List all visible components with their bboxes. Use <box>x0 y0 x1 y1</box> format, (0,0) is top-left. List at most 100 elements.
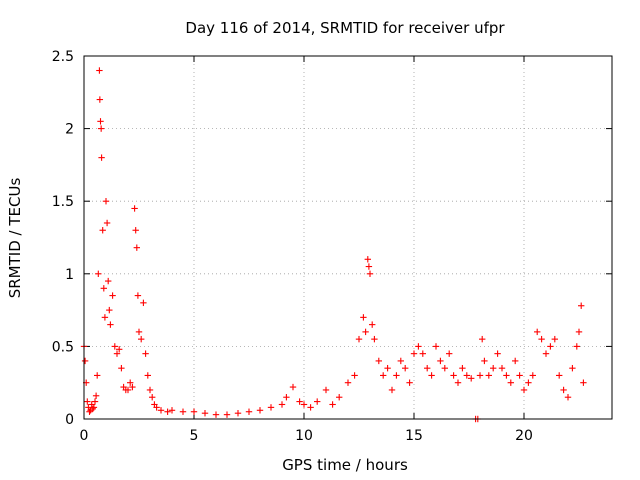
data-point <box>100 285 107 292</box>
data-point <box>92 392 100 399</box>
data-point <box>419 350 426 357</box>
data-point <box>90 404 98 411</box>
data-point <box>132 227 139 234</box>
data-point <box>569 364 576 372</box>
data-point <box>362 328 369 336</box>
data-point <box>375 357 382 365</box>
data-point <box>107 321 114 328</box>
data-point <box>86 408 93 415</box>
data-point <box>113 350 121 357</box>
data-point <box>432 343 440 350</box>
data-point <box>133 244 140 251</box>
data-point <box>393 372 400 379</box>
data-point <box>424 364 431 372</box>
data-point <box>91 398 99 405</box>
data-point <box>476 372 484 379</box>
data-point <box>371 335 378 343</box>
data-point <box>267 404 275 411</box>
data-point <box>459 364 466 372</box>
data-point <box>118 364 125 372</box>
data-point <box>97 125 105 132</box>
data-point <box>99 227 106 234</box>
y-tick-label: 1.5 <box>52 194 74 210</box>
plot-frame <box>83 55 613 420</box>
data-point <box>538 335 545 343</box>
x-axis-label: GPS time / hours <box>282 456 408 474</box>
data-point <box>406 379 413 386</box>
data-point <box>103 219 111 227</box>
data-point <box>454 379 462 386</box>
data-point <box>578 302 585 309</box>
data-point <box>547 343 554 350</box>
data-point <box>129 383 136 391</box>
data-point <box>516 372 523 379</box>
data-point <box>134 292 142 299</box>
data-point <box>179 408 187 415</box>
data-point <box>402 364 409 372</box>
data-point <box>307 404 314 411</box>
data-point <box>441 364 448 372</box>
data-point <box>388 386 396 394</box>
x-tick-label: 5 <box>190 428 199 444</box>
data-point <box>223 411 231 418</box>
data-point <box>245 408 253 415</box>
y-tick-label: 1 <box>65 267 74 283</box>
y-axis-label: SRMTID / TECUs <box>6 178 24 299</box>
data-point <box>355 335 363 343</box>
data-point <box>364 256 371 263</box>
data-point <box>135 328 143 336</box>
data-point <box>351 372 358 379</box>
y-tick-label: 2.5 <box>52 49 74 65</box>
data-point <box>190 408 198 415</box>
data-point <box>580 379 587 386</box>
data-points <box>80 67 587 423</box>
data-point <box>450 372 457 379</box>
data-point <box>144 372 151 379</box>
data-point <box>366 270 374 277</box>
data-point <box>97 118 104 125</box>
data-point <box>201 409 209 417</box>
data-point <box>168 407 176 414</box>
data-point <box>369 321 376 328</box>
data-point <box>479 335 486 343</box>
data-point <box>256 407 264 414</box>
data-point <box>329 401 336 408</box>
grid-lines <box>84 56 612 419</box>
data-point <box>446 350 453 357</box>
data-point <box>105 277 112 285</box>
data-point <box>365 263 373 270</box>
data-point <box>212 411 220 418</box>
data-point <box>573 343 580 350</box>
data-point <box>153 404 160 411</box>
data-point <box>94 372 101 379</box>
chart-title: Day 116 of 2014, SRMTID for receiver ufp… <box>185 19 505 37</box>
data-point <box>512 357 519 365</box>
data-point <box>109 292 116 299</box>
data-point <box>410 350 418 357</box>
data-point <box>95 270 102 277</box>
data-point <box>124 386 132 394</box>
data-point <box>437 357 444 365</box>
data-point <box>397 357 404 365</box>
data-point <box>344 379 352 386</box>
data-point <box>384 364 391 372</box>
x-tick-label: 20 <box>515 428 533 444</box>
data-point <box>111 343 118 350</box>
data-point <box>525 379 532 386</box>
data-point <box>428 372 435 379</box>
data-point <box>481 357 488 365</box>
data-point <box>102 198 110 205</box>
data-point <box>507 379 514 386</box>
tick-labels: 0 5 10 15 20 0 0.5 1 1.5 2 2.5 <box>52 49 533 444</box>
x-tick-label: 15 <box>405 428 423 444</box>
y-tick-label: 0.5 <box>52 339 74 355</box>
data-point <box>96 67 103 74</box>
data-point <box>322 386 330 394</box>
y-tick-label: 0 <box>65 412 74 428</box>
data-point <box>485 372 492 379</box>
data-point <box>551 335 558 343</box>
data-point <box>164 408 171 415</box>
data-point <box>498 364 506 372</box>
data-point <box>131 205 138 212</box>
